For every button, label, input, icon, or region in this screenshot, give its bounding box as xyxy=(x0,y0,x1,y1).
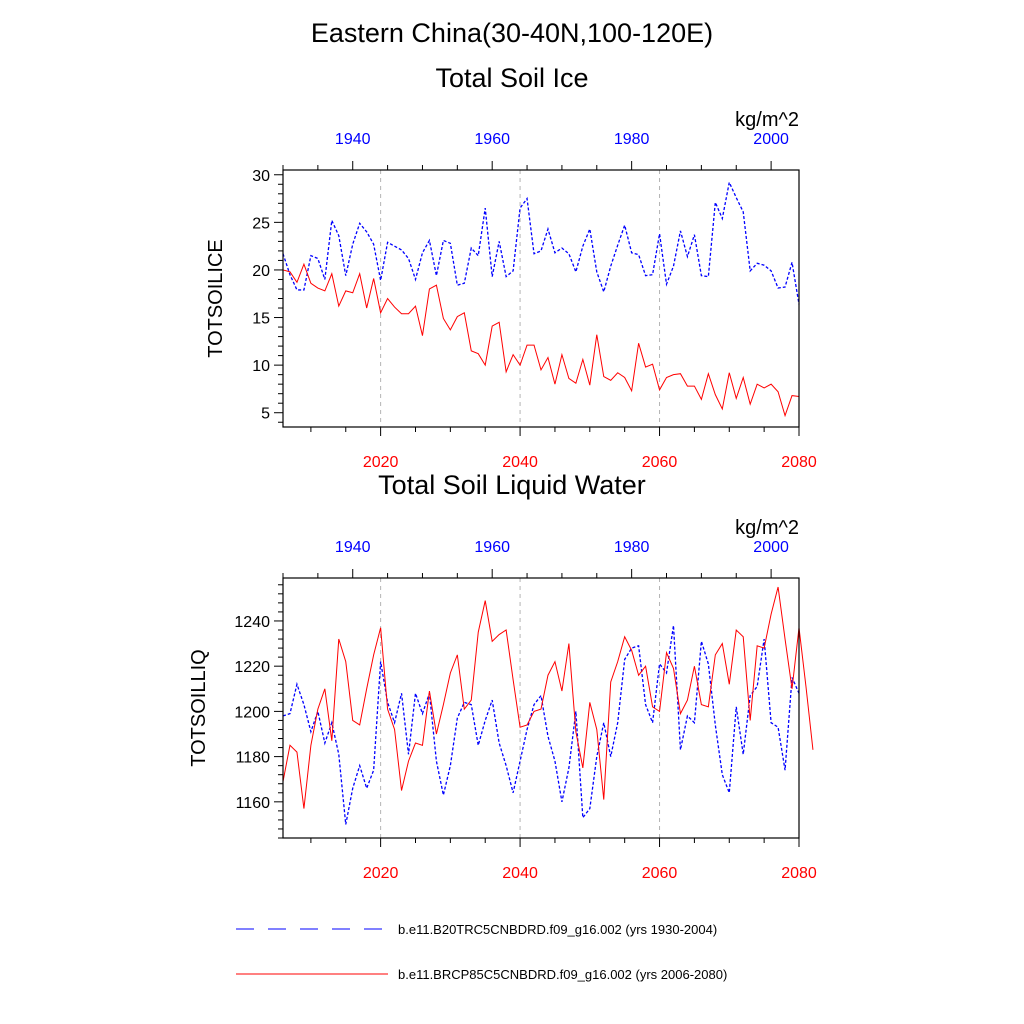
panel-1-y-tick-label: 25 xyxy=(252,215,270,232)
panel-2-plot-frame xyxy=(282,577,800,839)
panel-2-x-top-tick-label: 1940 xyxy=(335,539,371,556)
panel-1-x-bottom-tick-label: 2080 xyxy=(781,454,817,471)
panel-1-x-top-tick-label: 1960 xyxy=(474,131,510,148)
panel-1-units-label: kg/m^2 xyxy=(735,109,799,131)
panel-2-rcp85-series-line xyxy=(282,586,814,809)
panel-1-y-tick-label: 30 xyxy=(252,168,270,185)
panel-1-x-top-tick-label: 1980 xyxy=(614,131,650,148)
panel-2-title: Total Soil Liquid Water xyxy=(378,470,646,500)
panel-1-plot-frame xyxy=(282,169,800,428)
panel-1-y-tick-label: 15 xyxy=(252,311,270,328)
panel-2-y-tick-label: 1220 xyxy=(234,659,270,676)
panel-1-x-bottom-tick-label: 2040 xyxy=(502,454,538,471)
panel-1-y-tick-label: 10 xyxy=(252,358,270,375)
panel-1-y-axis-title: TOTSOILICE xyxy=(205,239,227,358)
panel-2-y-tick-label: 1160 xyxy=(236,795,271,812)
panel-2-y-tick-label: 1180 xyxy=(236,750,271,767)
figure-region-title: Eastern China(30-40N,100-120E) xyxy=(310,18,714,48)
panel-2-historical-series-line xyxy=(282,625,800,825)
panel-1-historical-series-line xyxy=(282,180,800,305)
legend-label-2: b.e11.BRCP85C5CNBDRD.f09_g16.002 (yrs 20… xyxy=(398,967,727,982)
panel-2-y-axis-title: TOTSOILLIQ xyxy=(188,649,210,766)
panel-1-y-tick-label: 20 xyxy=(252,263,270,280)
panel-1-x-bottom-tick-label: 2060 xyxy=(642,454,678,471)
panel-1-x-bottom-tick-label: 2020 xyxy=(363,454,399,471)
panel-2-units-label: kg/m^2 xyxy=(735,517,799,539)
panel-2-x-bottom-tick-label: 2080 xyxy=(781,865,817,882)
panel-1-x-top-tick-label: 2000 xyxy=(753,131,789,148)
panel-2-x-top-tick-label: 1960 xyxy=(474,539,510,556)
panel-1-title: Total Soil Ice xyxy=(435,63,589,93)
legend-label-1: b.e11.B20TRC5CNBDRD.f09_g16.002 (yrs 193… xyxy=(398,922,717,937)
panel-2-x-bottom-tick-label: 2040 xyxy=(502,865,538,882)
panel-2-y-tick-label: 1240 xyxy=(234,614,270,631)
panel-1-x-top-tick-label: 1940 xyxy=(335,131,371,148)
panel-2-y-tick-label: 1200 xyxy=(234,704,270,721)
panel-2-x-bottom-tick-label: 2060 xyxy=(642,865,678,882)
panel-1-y-tick-label: 5 xyxy=(261,406,270,423)
panel-2-x-top-tick-label: 2000 xyxy=(753,539,789,556)
panel-1-rcp85-series-line xyxy=(282,262,800,418)
panel-2-x-bottom-tick-label: 2020 xyxy=(363,865,399,882)
panel-2-x-top-tick-label: 1980 xyxy=(614,539,650,556)
